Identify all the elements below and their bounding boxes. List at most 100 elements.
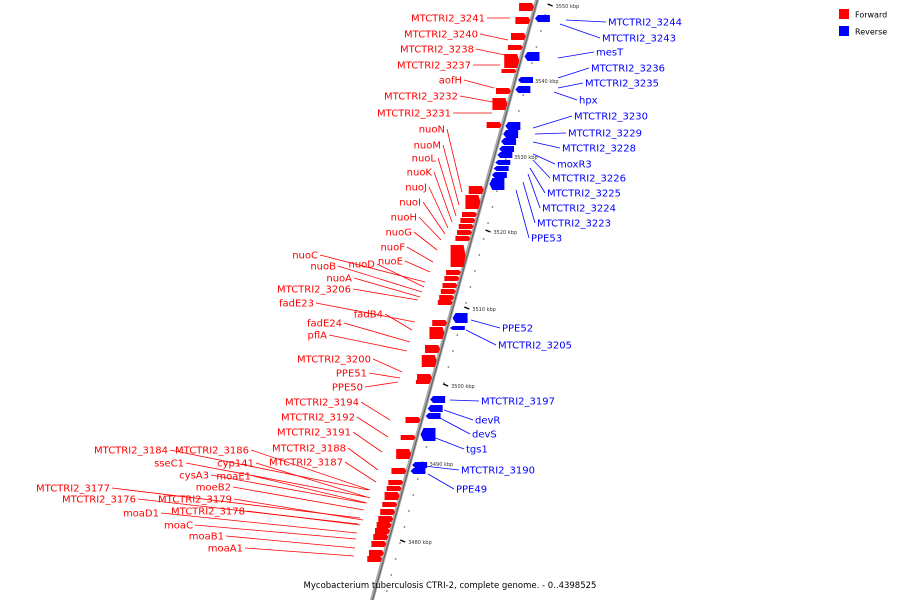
forward-gene-label: fadE23	[279, 299, 314, 310]
forward-gene-label: PPE51	[336, 369, 367, 380]
forward-gene	[388, 480, 404, 485]
reverse-label-connector	[557, 82, 584, 89]
forward-gene	[486, 122, 502, 128]
reverse-gene-label: MTCTRI2_3223	[537, 219, 611, 230]
forward-label-connector	[352, 431, 383, 453]
forward-label-connector	[344, 461, 377, 483]
forward-gene	[515, 17, 531, 24]
reverse-label-connector	[559, 23, 601, 39]
forward-gene-label: nuoH	[391, 213, 417, 224]
forward-gene	[368, 550, 384, 556]
reverse-label-connector	[427, 473, 455, 490]
forward-gene-label: MTCTRI2_3241	[411, 14, 485, 25]
reverse-gene	[505, 122, 521, 130]
forward-gene-label: MTCTRI2_3187	[269, 458, 343, 469]
tick-dot	[425, 446, 428, 448]
reverse-gene	[503, 130, 519, 138]
forward-gene	[444, 276, 460, 281]
forward-gene-label: MTCTRI2_3177	[36, 484, 110, 495]
tick-dot	[407, 510, 410, 512]
forward-gene	[460, 218, 476, 223]
tick-label: 3520 kbp	[493, 230, 517, 236]
forward-gene	[371, 541, 387, 547]
forward-label-connector	[328, 334, 408, 352]
reverse-gene	[495, 160, 511, 165]
forward-label-connector	[169, 449, 369, 491]
tick-dot	[385, 590, 388, 592]
forward-gene	[458, 224, 474, 229]
reverse-label-connector	[439, 417, 471, 435]
forward-gene	[378, 516, 394, 522]
tick-dot	[495, 190, 498, 192]
forward-label-connector	[404, 260, 431, 273]
reverse-gene	[497, 152, 513, 158]
reverse-gene-label: MTCTRI2_3226	[552, 174, 626, 185]
reverse-label-connector	[449, 399, 480, 402]
forward-gene	[519, 3, 535, 11]
forward-label-connector	[437, 157, 457, 217]
reverse-gene	[518, 77, 533, 83]
forward-gene	[374, 528, 390, 534]
forward-gene	[421, 355, 437, 367]
forward-gene-label: nuoA	[326, 274, 352, 285]
reverse-label-connector	[443, 409, 474, 421]
forward-label-connector	[406, 246, 434, 263]
tick-label: 3550 kbp	[556, 4, 580, 10]
forward-gene	[501, 69, 517, 73]
forward-gene-label: MTCTRI2_3192	[281, 413, 355, 424]
legend-swatch-reverse	[839, 26, 849, 36]
reverse-gene-label: MTCTRI2_3235	[585, 79, 659, 90]
forward-gene-label: nuoD	[349, 260, 376, 271]
tick-dot	[447, 366, 450, 368]
forward-label-connector	[428, 186, 449, 229]
tick-dot	[412, 494, 415, 496]
forward-gene	[507, 45, 523, 50]
tick-dot	[399, 542, 401, 544]
forward-gene	[465, 195, 481, 209]
forward-label-connector	[364, 381, 399, 388]
forward-gene-label: nuoB	[310, 262, 336, 273]
reverse-gene-label: hpx	[579, 96, 598, 107]
forward-gene-label: MTCTRI2_3176	[62, 495, 136, 506]
reverse-gene-label: mesT	[596, 48, 624, 59]
reverse-gene	[420, 428, 436, 441]
forward-gene	[468, 186, 484, 194]
reverse-gene-label: PPE49	[456, 485, 487, 496]
forward-label-connector	[352, 288, 419, 301]
genome-backbone-core	[371, 0, 539, 600]
reverse-label-connector	[532, 159, 551, 179]
tick-label: 3500 kbp	[451, 384, 475, 390]
tick-label: 3540 kbp	[535, 79, 559, 85]
forward-gene	[367, 556, 383, 562]
forward-gene	[437, 300, 453, 305]
reverse-gene	[410, 468, 426, 474]
reverse-label-connector	[465, 329, 497, 346]
forward-gene-label: moaA1	[208, 544, 243, 555]
forward-label-connector	[225, 535, 356, 549]
forward-gene	[382, 502, 398, 507]
legend-swatch-forward	[839, 9, 849, 19]
reverse-label-connector	[529, 167, 546, 194]
forward-gene	[376, 522, 392, 528]
legend: Forward Reverse	[839, 9, 887, 37]
reverse-gene	[427, 405, 443, 412]
forward-gene-label: nuoI	[399, 198, 421, 209]
forward-label-connector	[356, 416, 389, 438]
tick-dot	[482, 238, 485, 240]
reverse-gene	[491, 172, 507, 178]
reverse-label-connector	[470, 319, 501, 329]
forward-label-connector	[232, 486, 365, 511]
forward-label-connector	[210, 474, 366, 504]
forward-gene	[432, 320, 448, 326]
forward-label-connector	[255, 462, 371, 499]
legend-label-reverse: Reverse	[855, 28, 887, 37]
forward-gene	[415, 380, 431, 384]
tick-dot	[491, 206, 494, 208]
reverse-gene	[499, 146, 515, 152]
forward-gene	[425, 345, 441, 353]
forward-gene-label: MTCTRI2_3206	[277, 285, 351, 296]
reverse-label-connector	[557, 51, 595, 59]
forward-gene-label: nuoM	[414, 141, 441, 152]
forward-label-connector	[319, 254, 426, 283]
